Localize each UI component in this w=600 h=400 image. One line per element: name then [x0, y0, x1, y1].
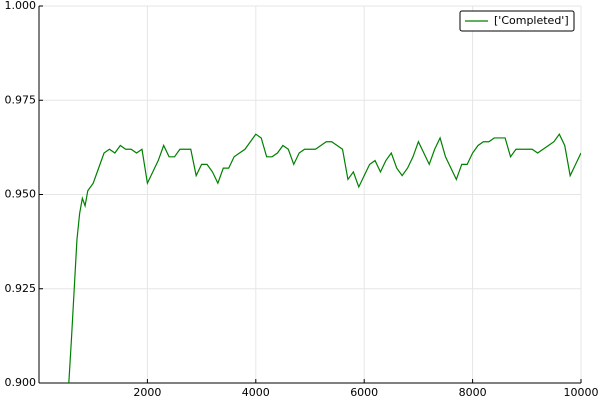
x-tick-label: 8000 [459, 386, 487, 399]
legend-label: ['Completed'] [494, 14, 569, 27]
x-tick-label: 10000 [564, 386, 599, 399]
legend-box [459, 10, 575, 32]
data-line [68, 133, 581, 383]
y-tick-label: 0.950 [5, 188, 37, 201]
x-tick-label: 4000 [242, 386, 270, 399]
y-tick-label: 0.925 [5, 282, 37, 295]
x-tick-label: 2000 [133, 386, 161, 399]
y-tick-label: 0.900 [5, 376, 37, 389]
x-tick-label: 6000 [350, 386, 378, 399]
y-tick-label: 1.000 [5, 0, 37, 12]
y-tick-label: 0.975 [5, 93, 37, 106]
